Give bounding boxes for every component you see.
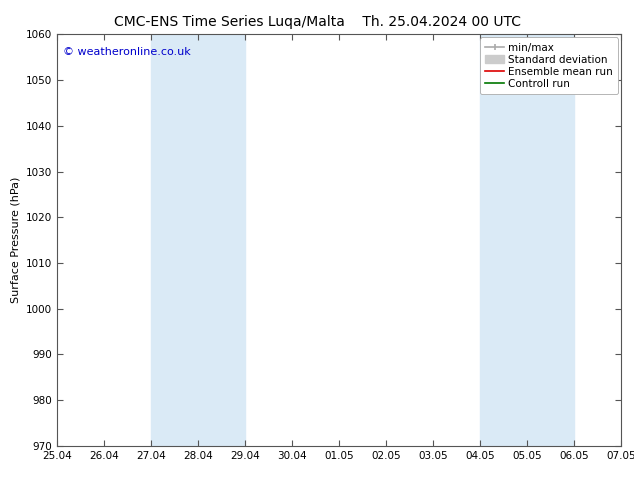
Text: CMC-ENS Time Series Luqa/Malta    Th. 25.04.2024 00 UTC: CMC-ENS Time Series Luqa/Malta Th. 25.04… [113,15,521,29]
Legend: min/max, Standard deviation, Ensemble mean run, Controll run: min/max, Standard deviation, Ensemble me… [480,37,618,94]
Bar [151,34,245,446]
Y-axis label: Surface Pressure (hPa): Surface Pressure (hPa) [10,177,20,303]
Text: © weatheronline.co.uk: © weatheronline.co.uk [63,47,190,57]
Bar [480,34,574,446]
